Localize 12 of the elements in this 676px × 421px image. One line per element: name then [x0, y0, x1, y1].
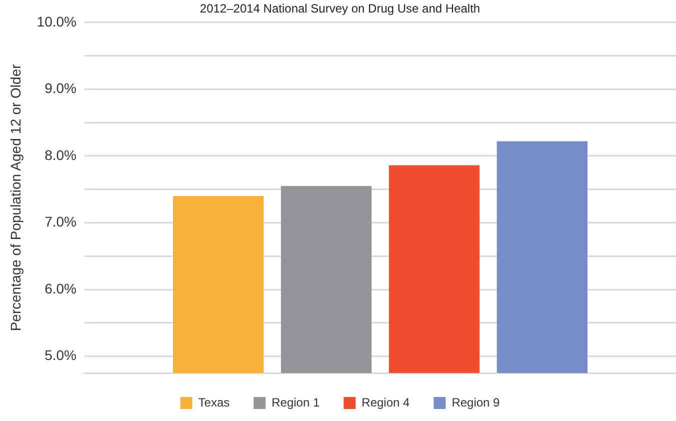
y-tick-label: 10.0% — [36, 13, 76, 30]
legend-label: Region 1 — [272, 395, 320, 410]
y-tick-label: 9.0% — [44, 80, 76, 96]
legend-label: Region 4 — [362, 395, 410, 410]
y-tick-label: 7.0% — [44, 214, 76, 230]
y-tick-label: 5.0% — [44, 347, 76, 364]
y-tick-label: 6.0% — [44, 280, 76, 296]
legend-label: Texas — [198, 395, 230, 410]
chart-title: 2012–2014 National Survey on Drug Use and Health — [200, 2, 480, 16]
y-axis-title: Percentage of Population Aged 12 or Older — [7, 64, 24, 332]
legend-label: Region 9 — [452, 395, 500, 410]
y-tick-label: 8.0% — [44, 146, 76, 163]
